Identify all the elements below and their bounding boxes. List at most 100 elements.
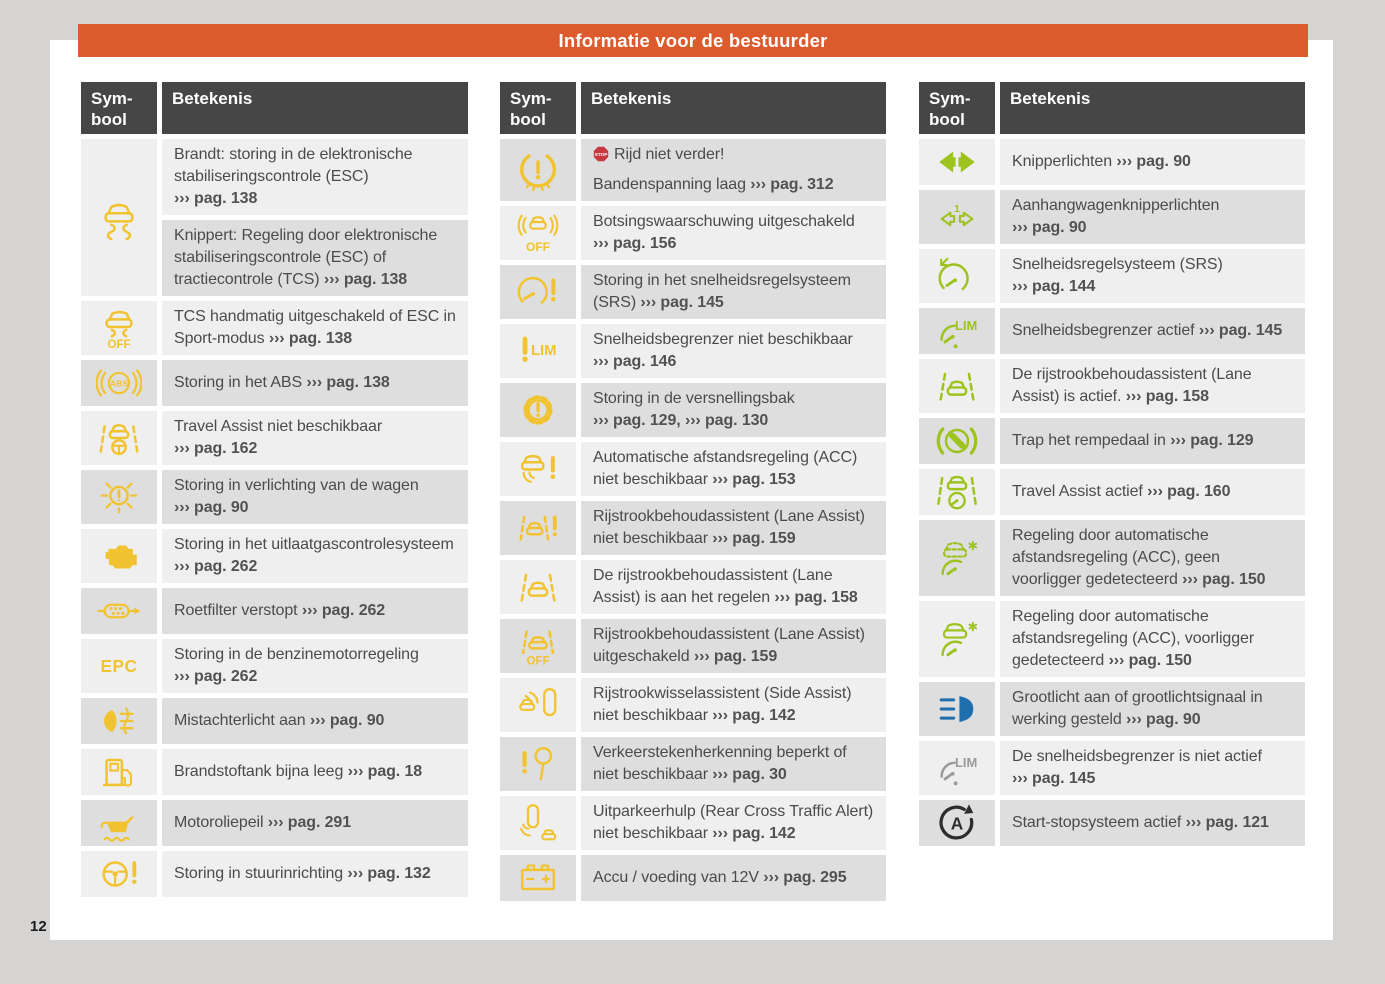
meaning-text: Uitparkeerhulp (Rear Cross Traffic Alert…: [593, 803, 874, 842]
symbol-cell: [500, 265, 576, 319]
svg-text:EPC: EPC: [101, 656, 138, 676]
page-reference: ››› pag. 159: [693, 648, 778, 665]
epc-icon: EPC: [101, 656, 138, 676]
meaning-text: Bandenspanning laag ››› pag. 312: [593, 176, 834, 193]
page-reference: ››› pag. 129,: [593, 412, 681, 429]
symbol-cell: [500, 560, 576, 614]
page-reference: ››› pag. 153: [712, 471, 796, 488]
check-engine-icon: [105, 545, 137, 569]
meaning-text: Regeling door automatische afstandsregel…: [1012, 608, 1255, 669]
chapter-header-bar: Informatie voor de bestuurder: [78, 24, 1308, 57]
brake-pedal-icon: [936, 427, 978, 455]
meaning-cell: Travel Assist actief ››› pag. 160: [1000, 469, 1305, 515]
page-reference: ››› pag. 295: [763, 869, 847, 886]
page-reference: ››› pag. 90: [309, 712, 385, 729]
chapter-title: Informatie voor de bestuurder: [558, 29, 828, 51]
page-reference: ››› pag. 262: [174, 668, 258, 685]
meaning-cell: Aanhangwagenknipperlichten ››› pag. 90: [1000, 190, 1305, 244]
symbol-cell: [500, 383, 576, 437]
trailer-turn-signals-icon: 1: [940, 204, 974, 227]
symbol-cell: [81, 698, 157, 744]
page-reference: ››› pag. 90: [1116, 153, 1191, 170]
meaning-cell: Brandstoftank bijna leeg ››› pag. 18: [162, 749, 468, 795]
symbol-cell: [500, 855, 576, 901]
symbol-cell: [919, 249, 995, 303]
esc-off-icon: OFF: [105, 310, 133, 351]
symbol-cell: [500, 678, 576, 732]
meaning-text: Travel Assist actief ››› pag. 160: [1012, 483, 1231, 500]
traffic-sign-warning-icon: [522, 746, 553, 781]
meaning-text: Snelheidsbegrenzer actief ››› pag. 145: [1012, 322, 1283, 339]
meaning-text: De snelheidsbegrenzer is niet actief ›››…: [1012, 748, 1262, 787]
abs-icon: ABS: [96, 369, 142, 397]
meaning-cell: Verkeerstekenherkenning beperkt of niet …: [581, 737, 886, 791]
symbol-cell: [81, 851, 157, 897]
high-beam-icon: [939, 696, 974, 722]
svg-text:A: A: [951, 814, 963, 834]
page-reference: ››› pag. 156: [593, 235, 677, 252]
meaning-text: Accu / voeding van 12V ››› pag. 295: [593, 869, 847, 886]
meaning-text: TCS handmatig uitgeschakeld of ESC in Sp…: [174, 308, 456, 347]
meaning-text: Regeling door automatische afstandsregel…: [1012, 527, 1266, 588]
page-reference: ››› pag. 138: [323, 271, 408, 288]
meaning-cell: Grootlicht aan of grootlichtsignaal in w…: [1000, 682, 1305, 736]
stop-icon: STOP: [593, 146, 609, 161]
fuel-low-icon: [102, 758, 133, 787]
svg-text:LIM: LIM: [531, 343, 557, 359]
page-reference: ››› pag. 145: [640, 294, 724, 311]
symbol-cell: [919, 359, 995, 413]
meaning-cell: Storing in verlichting van de wagen ››› …: [162, 470, 468, 524]
meaning-cell: TCS handmatig uitgeschakeld of ESC in Sp…: [162, 301, 468, 355]
column-header-meaning: Betekenis: [581, 82, 886, 134]
meaning-cell: Brandt: storing in de elektronische stab…: [162, 139, 468, 215]
meaning-text: Brandt: storing in de elektronische stab…: [174, 146, 413, 207]
page-reference: ››› pag. 138: [268, 330, 353, 347]
meaning-cell: De rijstrookbehoudassistent (Lane Assist…: [581, 560, 886, 614]
tyre-pressure-icon: [520, 154, 556, 192]
meaning-cell: Motoroliepeil ››› pag. 291: [162, 800, 468, 846]
page-reference: ››› pag. 162: [174, 440, 258, 457]
meaning-text: Rijstrookbehoudassistent (Lane Assist) n…: [593, 508, 865, 547]
page-reference: ››› pag. 146: [593, 353, 677, 370]
page-reference: ››› pag. 90: [1126, 711, 1201, 728]
meaning-cell: Knippert: Regeling door elektronische st…: [162, 220, 468, 296]
meaning-cell: Roetfilter verstopt ››› pag. 262: [162, 588, 468, 634]
meaning-text: Aanhangwagenknipperlichten ››› pag. 90: [1012, 197, 1220, 236]
speed-limiter-active-icon: LIM: [940, 318, 977, 349]
meaning-cell: Storing in het snelheidsregelsysteem (SR…: [581, 265, 886, 319]
symbol-table-middle: Sym- bool Betekenis STOP Rijd niet verder! B…: [500, 82, 886, 901]
meaning-cell: Storing in de benzinemotorregeling ››› p…: [162, 639, 468, 693]
symbol-cell: [500, 442, 576, 496]
page-reference: ››› pag. 144: [1012, 278, 1096, 295]
meaning-text: Verkeerstekenherkenning beperkt of niet …: [593, 744, 847, 783]
page-reference: ››› pag. 158: [1125, 388, 1209, 405]
meaning-cell: Snelheidsregelsysteem (SRS) ››› pag. 144: [1000, 249, 1305, 303]
light-fault-icon: [100, 482, 138, 514]
svg-text:ABS: ABS: [110, 378, 128, 388]
symbol-cell: [81, 800, 157, 846]
symbol-cell: LIM: [500, 324, 576, 378]
acc-no-vehicle-icon: [941, 540, 978, 576]
battery-icon: [520, 864, 556, 891]
meaning-text: Trap het rempedaal in ››› pag. 129: [1012, 432, 1254, 449]
meaning-cell: Storing in stuurinrichting ››› pag. 132: [162, 851, 468, 897]
symbol-cell: LIM: [919, 308, 995, 354]
meaning-text: Storing in de versnellingsbak ››› pag. 1…: [593, 390, 795, 429]
meaning-text: De rijstrookbehoudassistent (Lane Assist…: [593, 567, 858, 606]
page-reference: ››› pag. 90: [1012, 219, 1087, 236]
meaning-cell: Automatische afstandsregeling (ACC) niet…: [581, 442, 886, 496]
meaning-cell: STOP Rijd niet verder! Bandenspanning laag…: [581, 139, 886, 201]
meaning-cell: De rijstrookbehoudassistent (Lane Assist…: [1000, 359, 1305, 413]
column-header-meaning: Betekenis: [1000, 82, 1305, 134]
meaning-text: Rijstrookbehoudassistent (Lane Assist) u…: [593, 626, 865, 665]
meaning-text: Snelheidsbegrenzer niet beschikbaar ››› …: [593, 331, 853, 370]
meaning-cell: Start-stopsysteem actief ››› pag. 121: [1000, 800, 1305, 846]
meaning-text: Start-stopsysteem actief ››› pag. 121: [1012, 814, 1269, 831]
svg-text:STOP: STOP: [595, 152, 609, 158]
meaning-text: Botsingswaarschuwing uitgeschakeld ››› p…: [593, 213, 855, 252]
meaning-cell: Storing in de versnellingsbak ››› pag. 1…: [581, 383, 886, 437]
start-stop-icon: A: [939, 804, 974, 840]
meaning-cell: Travel Assist niet beschikbaar ››› pag. …: [162, 411, 468, 465]
svg-text:OFF: OFF: [526, 240, 550, 254]
symbol-cell: [81, 470, 157, 524]
